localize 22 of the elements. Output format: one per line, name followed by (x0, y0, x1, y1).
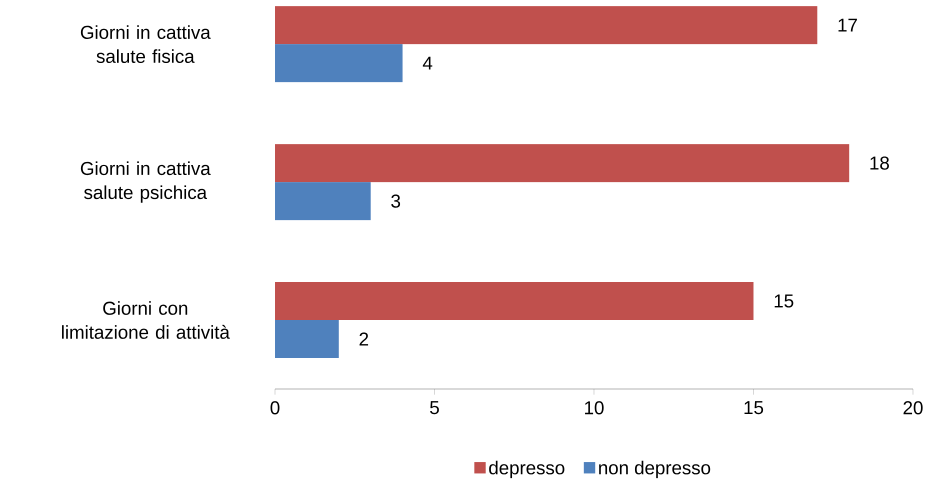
x-tick-label: 10 (585, 401, 604, 414)
bar (275, 182, 371, 220)
bar (275, 44, 403, 82)
data-label: 4 (422, 56, 432, 70)
bar (275, 282, 754, 320)
y-tick-label: Giorni in cattiva salute fisica (80, 25, 211, 63)
x-tick-label: 15 (744, 401, 764, 414)
bar (275, 320, 339, 358)
x-tick-label: 20 (904, 401, 923, 414)
data-label: 18 (870, 156, 889, 170)
y-tick-label: Giorni in cattiva salute psichica (80, 161, 211, 203)
x-tick-label: 0 (270, 401, 280, 414)
bar (275, 144, 850, 182)
data-label: 15 (774, 294, 794, 308)
legend-label: depresso (489, 460, 564, 478)
data-label: 2 (360, 332, 368, 346)
legend-label: non depresso (599, 460, 710, 478)
x-tick-label: 5 (430, 401, 439, 414)
bar (275, 6, 818, 44)
data-label: 3 (391, 194, 400, 208)
data-label: 17 (838, 18, 857, 32)
y-tick-label: Giorni con limitazione di attività (62, 301, 230, 339)
